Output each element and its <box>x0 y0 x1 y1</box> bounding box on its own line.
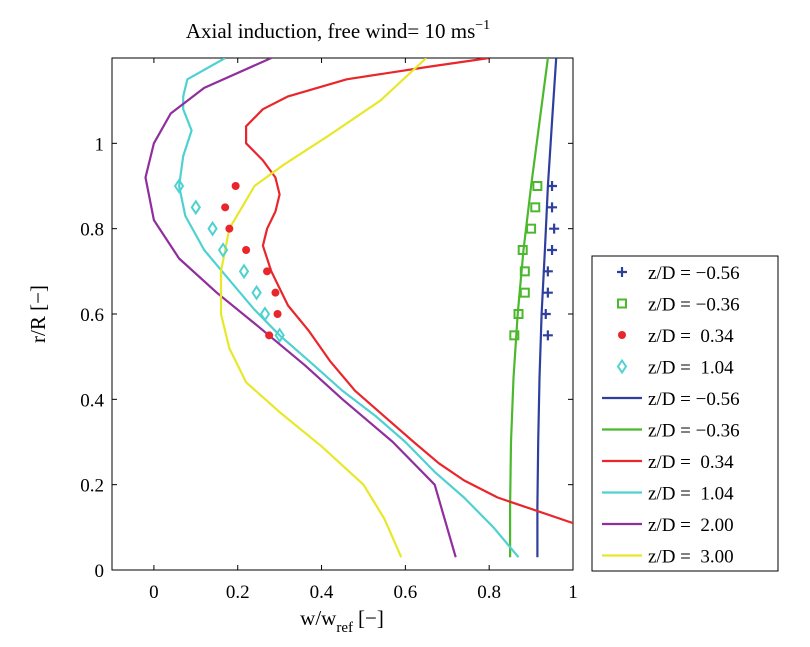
data-point-square <box>617 298 627 309</box>
data-point-plus <box>617 267 627 277</box>
data-point-dot <box>263 267 272 276</box>
x-axis-label-suffix: [−] <box>358 606 384 630</box>
data-point-plus <box>547 245 558 255</box>
legend-label: z/D = −0.56 <box>648 263 740 284</box>
series-line <box>178 58 520 558</box>
data-point-diamond <box>173 178 185 194</box>
data-point-square <box>513 309 524 319</box>
data-point-diamond <box>616 358 628 375</box>
legend-label: z/D = −0.56 <box>648 389 740 410</box>
y-tick-label: 0.2 <box>80 476 104 497</box>
legend-label: z/D = −0.36 <box>648 421 740 442</box>
series-line <box>219 58 428 558</box>
legend-label: z/D = 0.34 <box>648 452 734 473</box>
legend-entry: z/D = −0.36 <box>617 295 740 316</box>
data-point-plus <box>549 223 560 234</box>
marker-series <box>540 181 560 341</box>
data-point-diamond <box>251 284 262 301</box>
legend-entry: z/D = 1.04 <box>616 358 734 379</box>
data-point-plus <box>542 287 553 298</box>
plot-area: 0 0.2 0.4 0.6 0.8 1 0 0.2 0.4 0.6 0.8 1 <box>80 57 578 603</box>
data-point-dot <box>273 310 282 318</box>
legend-label: z/D = 0.34 <box>648 326 734 347</box>
data-point-diamond <box>190 199 202 216</box>
x-tick-label: 0.6 <box>393 582 417 603</box>
y-tick-label: 1 <box>95 134 105 155</box>
data-point-plus <box>547 202 558 213</box>
legend-entry: z/D = 0.34 <box>602 452 734 473</box>
x-ticks: 0 0.2 0.4 0.6 0.8 1 <box>149 58 578 603</box>
series-layer <box>144 58 573 558</box>
chart-title-superscript: −1 <box>475 18 490 33</box>
data-point-dot <box>231 182 240 190</box>
legend-label: z/D = 2.00 <box>648 515 734 536</box>
marker-series <box>221 182 282 340</box>
legend-label: z/D = 1.04 <box>648 484 734 505</box>
series-line <box>245 58 573 525</box>
marker-series <box>173 178 285 344</box>
data-point-square <box>532 181 543 191</box>
data-point-dot <box>242 246 251 254</box>
x-tick-label: 0.4 <box>310 582 334 603</box>
data-point-dot <box>225 224 234 233</box>
y-axis-label: r/R [−] <box>26 285 50 343</box>
legend-entry: z/D = 0.34 <box>618 326 734 347</box>
data-point-square <box>517 245 528 255</box>
data-point-plus <box>540 309 551 319</box>
x-tick-label: 1 <box>568 582 578 603</box>
y-tick-label: 0.4 <box>80 390 104 411</box>
y-tick-label: 0 <box>95 561 105 582</box>
y-tick-label: 0.8 <box>80 220 104 241</box>
legend-entry: z/D = 3.00 <box>602 547 734 568</box>
x-axis-label-subscript: ref <box>336 620 353 636</box>
data-point-diamond <box>274 327 285 344</box>
data-point-dot <box>271 288 280 297</box>
x-tick-label: 0.8 <box>477 582 501 603</box>
data-point-square <box>519 266 530 277</box>
data-point-dot <box>618 331 626 339</box>
data-point-diamond <box>238 263 250 280</box>
data-point-square <box>526 223 537 234</box>
plot-frame <box>111 57 574 571</box>
legend-entry: z/D = 2.00 <box>602 515 734 536</box>
y-ticks: 0 0.2 0.4 0.6 0.8 1 <box>80 134 573 582</box>
x-tick-label: 0.2 <box>226 582 250 603</box>
data-point-square <box>509 330 520 341</box>
series-line <box>144 58 457 558</box>
chart-title: Axial induction, free wind= 10 ms−1 <box>186 18 490 43</box>
legend-entry: z/D = −0.56 <box>602 389 740 410</box>
data-point-diamond <box>217 242 229 258</box>
data-point-square <box>530 202 541 213</box>
x-tick-label: 0 <box>149 582 159 603</box>
data-point-dot <box>265 331 274 340</box>
y-tick-label: 0.6 <box>80 305 104 326</box>
data-point-plus <box>542 266 553 277</box>
legend-label: z/D = 1.04 <box>648 358 734 379</box>
marker-series <box>509 181 543 341</box>
series-line <box>509 58 549 558</box>
data-point-square <box>519 287 530 298</box>
legend-entry: z/D = 1.04 <box>602 484 734 505</box>
legend-label: z/D = −0.36 <box>648 295 740 316</box>
data-point-plus <box>542 330 553 341</box>
legend-entry: z/D = −0.36 <box>602 421 740 442</box>
data-point-diamond <box>207 220 218 237</box>
legend-entry: z/D = −0.56 <box>617 263 740 284</box>
legend-label: z/D = 3.00 <box>648 547 734 568</box>
legend: z/D = −0.56 z/D = −0.36 z/D = 0.34 z/D = 1.… <box>591 255 779 572</box>
x-axis-label: w/wref [−] <box>300 606 384 636</box>
data-point-dot <box>221 203 230 212</box>
data-point-plus <box>547 181 558 191</box>
data-point-diamond <box>259 306 271 322</box>
series-line <box>536 58 558 558</box>
